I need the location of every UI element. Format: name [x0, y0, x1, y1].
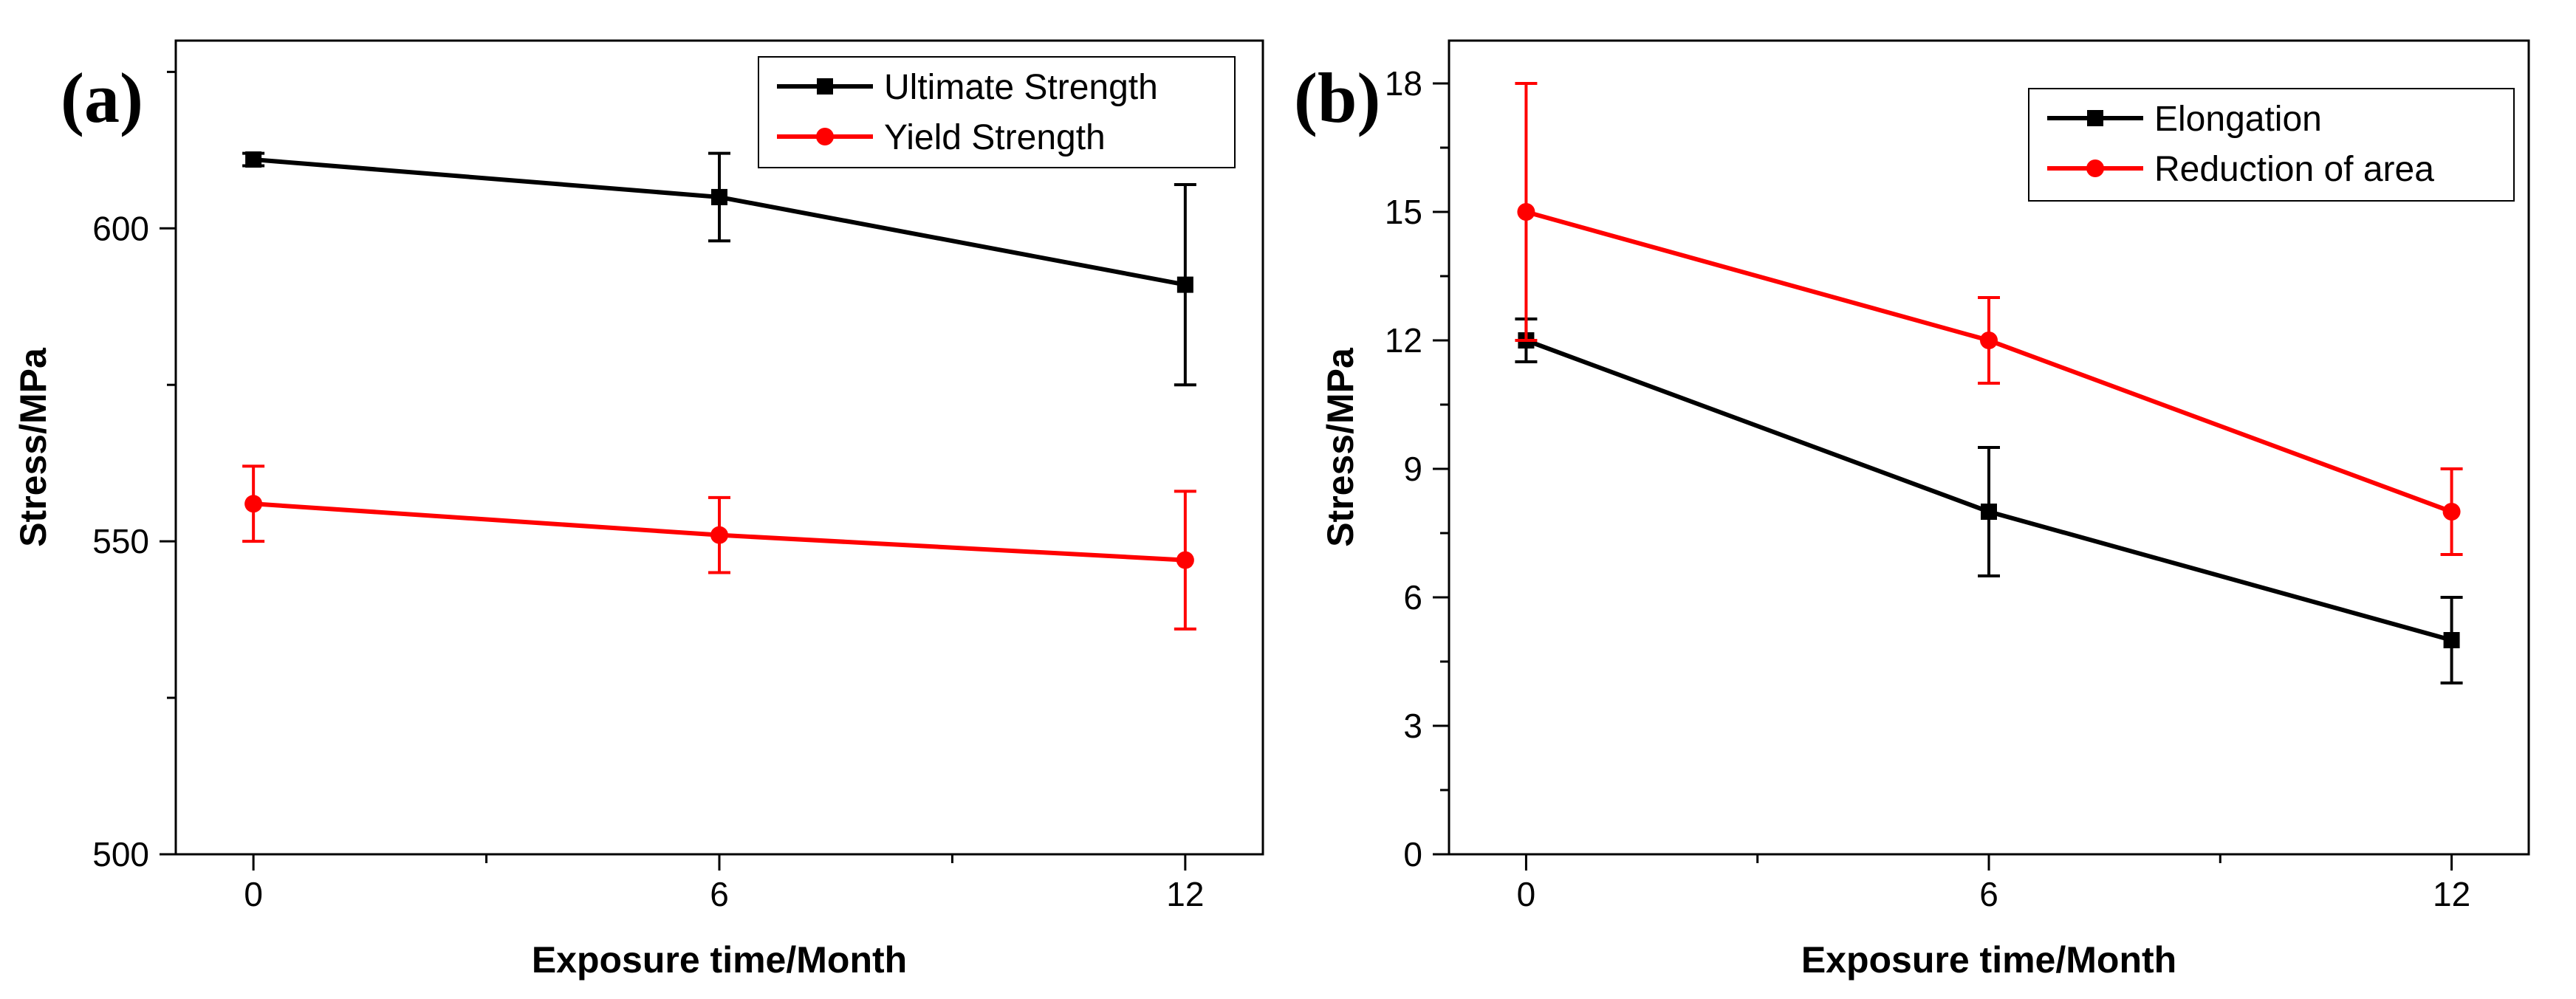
legend-label: Yield Strength: [884, 118, 1106, 157]
data-point: [2442, 503, 2461, 521]
y-tick-label: 6: [1403, 578, 1422, 617]
data-point: [1981, 504, 1997, 520]
y-tick-label: 600: [92, 209, 149, 247]
x-tick-label: 12: [1166, 875, 1204, 913]
series-reduction-of-area: [1515, 82, 2463, 556]
y-tick-label: 9: [1403, 450, 1422, 488]
x-tick-label: 6: [710, 875, 729, 913]
data-point: [244, 495, 263, 513]
series-ultimate-strength: [242, 151, 1196, 387]
y-tick-label: 3: [1403, 707, 1422, 745]
legend: Ultimate Strength Yield Strength: [758, 56, 1236, 168]
legend-marker: [2087, 110, 2103, 126]
legend-label: Elongation: [2154, 100, 2322, 139]
legend-marker: [816, 128, 834, 145]
data-point: [1176, 551, 1194, 569]
y-axis-title: Stress/MPa: [13, 347, 54, 547]
x-axis-title: Exposure time/Month: [532, 939, 907, 981]
legend: Elongation Reduction of area: [2028, 88, 2515, 202]
y-axis-title: Stress/MPa: [1320, 347, 1361, 547]
y-tick-label: 550: [92, 522, 149, 560]
x-tick-label: 12: [2433, 875, 2470, 913]
data-point: [245, 151, 262, 168]
legend-label: Reduction of area: [2154, 150, 2434, 189]
y-tick-label: 18: [1385, 64, 1422, 103]
x-axis-title: Exposure time/Month: [1801, 939, 2176, 981]
legend-box: [758, 56, 1236, 168]
data-point: [710, 526, 728, 544]
data-point: [1517, 203, 1535, 221]
legend-marker: [817, 78, 833, 95]
panel-label: (b): [1294, 58, 1380, 137]
legend-marker: [2086, 159, 2104, 177]
data-point: [1980, 332, 1998, 349]
data-point: [711, 188, 727, 205]
chart-panel-b: 0 6 12 0 3 6 9 12 15 18 Exposure time/Month Stress/…: [1294, 39, 2530, 981]
x-tick-label: 0: [1517, 875, 1536, 913]
y-tick-label: 15: [1385, 193, 1422, 231]
y-tick-label: 500: [92, 835, 149, 873]
data-point: [1176, 276, 1193, 293]
data-point: [2443, 632, 2460, 648]
y-tick-label: 0: [1403, 835, 1422, 873]
panel-label: (a): [61, 58, 143, 137]
x-tick-label: 6: [1979, 875, 1998, 913]
series-yield-strength: [242, 464, 1196, 631]
y-tick-label: 12: [1385, 321, 1422, 360]
series-elongation: [1515, 317, 2463, 684]
x-tick-label: 0: [244, 875, 263, 913]
legend-box: [2028, 88, 2515, 202]
chart-panel-a: 0 6 12 500 550 600 Exposure time/Month Stress/M…: [13, 39, 1264, 981]
legend-label: Ultimate Strength: [884, 68, 1158, 107]
